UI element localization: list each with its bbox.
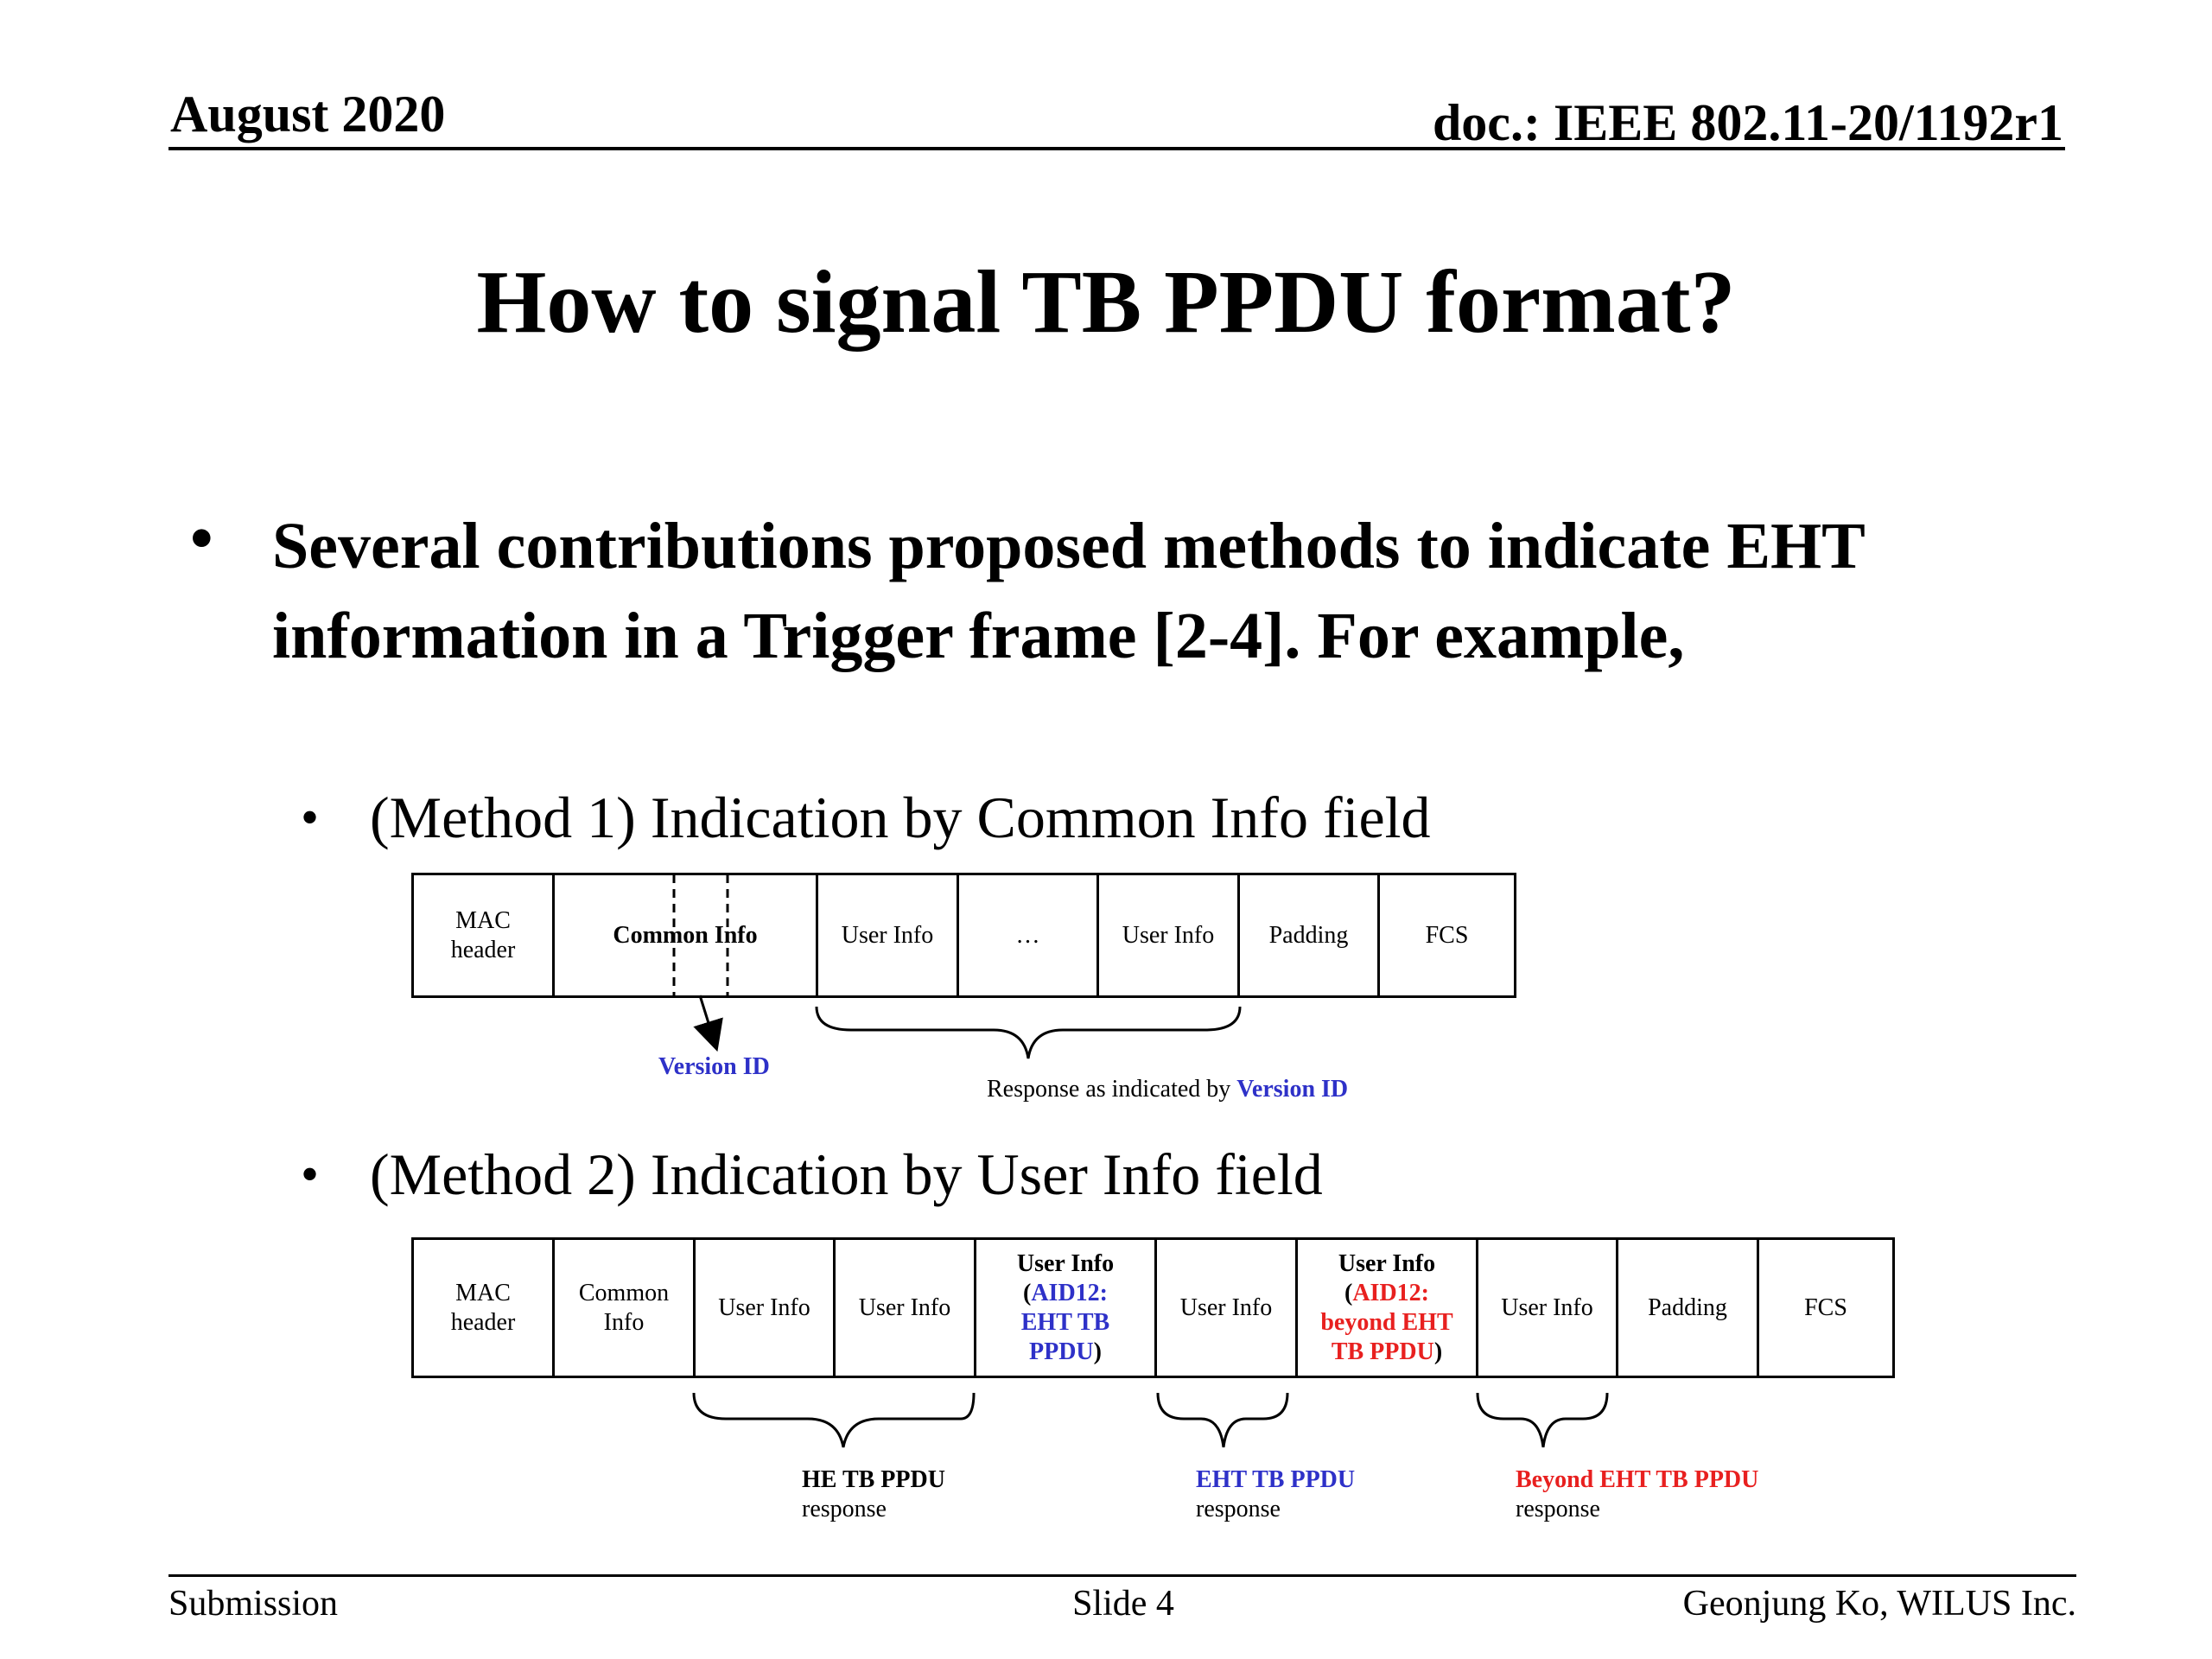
bullet-glyph: • [190, 502, 213, 575]
header-date: August 2020 [170, 86, 446, 143]
method2-beyond-user-info-cell: User Info (AID12: beyond EHT TB PPDU) [1298, 1240, 1478, 1376]
method2-fcs-label: FCS [1804, 1294, 1847, 1321]
method1-response-label: Response as indicated by Version ID [987, 1075, 1348, 1104]
method2-mac-header-cell: MAC header [414, 1240, 555, 1376]
method1-user-info-cell-2: User Info [1099, 875, 1240, 995]
beyond-eht-tb-ppdu-label: Beyond EHT TB PPDU response [1516, 1465, 1758, 1524]
he-tb-ppdu-sub: response [802, 1496, 887, 1522]
method2-padding-label: Padding [1648, 1294, 1727, 1321]
method2-beyond-user-info-title: User Info [1338, 1249, 1436, 1277]
method1-text: (Method 1) Indication by Common Info fie… [370, 785, 1431, 850]
method1-response-brace [815, 1006, 1242, 1059]
method2-beyond-aid-text: AID12: beyond EHT TB PPDU [1320, 1279, 1453, 1365]
method1-user-info-cell-1: User Info [818, 875, 959, 995]
method1-response-version-id: Version ID [1236, 1076, 1349, 1103]
method2-eht-close-paren: ) [1093, 1338, 1102, 1365]
method1-user-info-label-1: User Info [841, 921, 934, 949]
header-rule [168, 147, 2065, 150]
method2-user-info-cell-3: User Info [1157, 1240, 1298, 1376]
eht-tb-ppdu-title: EHT TB PPDU [1196, 1466, 1356, 1493]
he-tb-ppdu-title: HE TB PPDU [802, 1466, 945, 1493]
method1-padding-cell: Padding [1240, 875, 1380, 995]
version-id-label: Version ID [658, 1053, 770, 1080]
beyond-eht-tb-ppdu-title: Beyond EHT TB PPDU [1516, 1466, 1759, 1493]
footer-slide-number: Slide 4 [1072, 1584, 1174, 1624]
method2-frame: MAC header Common Info User Info User In… [411, 1237, 1895, 1378]
footer-rule [168, 1574, 2076, 1577]
method2-beyond-open-paren: ( [1344, 1279, 1353, 1306]
method1-mac-header-cell: MAC header [414, 875, 555, 995]
sub-bullet-glyph: • [301, 789, 320, 846]
he-tb-brace [692, 1392, 976, 1448]
method2-eht-user-info-cell: User Info (AID12: EHT TB PPDU) [976, 1240, 1157, 1376]
beyond-eht-tb-brace [1476, 1392, 1609, 1448]
main-bullet-text: Several contributions proposed methods t… [272, 510, 1865, 672]
method2-eht-user-info-title: User Info [1016, 1249, 1115, 1277]
eht-tb-ppdu-sub: response [1196, 1496, 1281, 1522]
method2-beyond-close-paren: ) [1433, 1338, 1443, 1365]
eht-tb-ppdu-label: EHT TB PPDU response [1196, 1465, 1355, 1524]
method2-user-info-cell-4: User Info [1478, 1240, 1618, 1376]
method2-padding-cell: Padding [1618, 1240, 1759, 1376]
method2-common-info-label: Common Info [578, 1279, 670, 1336]
method2-eht-aid-text: AID12: EHT TB PPDU [1020, 1279, 1110, 1365]
version-id-arrow [693, 995, 723, 1052]
footer-author: Geonjung Ko, WILUS Inc. [1682, 1584, 2076, 1624]
sub-bullet-glyph-2: • [301, 1146, 320, 1203]
method2-user-info-cell-1: User Info [696, 1240, 836, 1376]
method1-fcs-cell: FCS [1380, 875, 1514, 995]
method1-common-info-cell: Common Info [555, 875, 818, 995]
method2-text: (Method 2) Indication by User Info field [370, 1141, 1323, 1207]
method1-ellipsis-cell: … [959, 875, 1099, 995]
method2-common-info-cell: Common Info [555, 1240, 696, 1376]
eht-tb-brace [1156, 1392, 1289, 1448]
method1-fcs-label: FCS [1425, 921, 1469, 949]
method1-user-info-label-2: User Info [1122, 921, 1215, 949]
method2-user-info-label-3: User Info [1179, 1294, 1273, 1321]
method2-fcs-cell: FCS [1759, 1240, 1892, 1376]
slide-title: How to signal TB PPDU format? [476, 252, 1736, 352]
method2-user-info-label-2: User Info [858, 1294, 951, 1321]
method2-eht-open-paren: ( [1023, 1279, 1032, 1306]
method1-ellipsis-label: … [1015, 921, 1040, 949]
he-tb-ppdu-label: HE TB PPDU response [802, 1465, 945, 1524]
beyond-eht-tb-ppdu-sub: response [1516, 1496, 1600, 1522]
footer-submission: Submission [168, 1584, 339, 1624]
header-doc-id: doc.: IEEE 802.11-20/1192r1 [1432, 94, 2063, 151]
method1-frame: MAC header Common Info User Info … User … [411, 873, 1516, 998]
method2-user-info-label-4: User Info [1501, 1294, 1593, 1321]
method2-user-info-label-1: User Info [718, 1294, 810, 1321]
method1-common-info-label: Common Info [613, 921, 758, 949]
method2-user-info-cell-2: User Info [836, 1240, 976, 1376]
method1-padding-label: Padding [1268, 921, 1349, 949]
method1-response-prefix: Response as indicated by [987, 1076, 1237, 1103]
method1-mac-header-label: MAC header [450, 906, 516, 963]
method2-mac-header-label: MAC header [450, 1279, 516, 1336]
